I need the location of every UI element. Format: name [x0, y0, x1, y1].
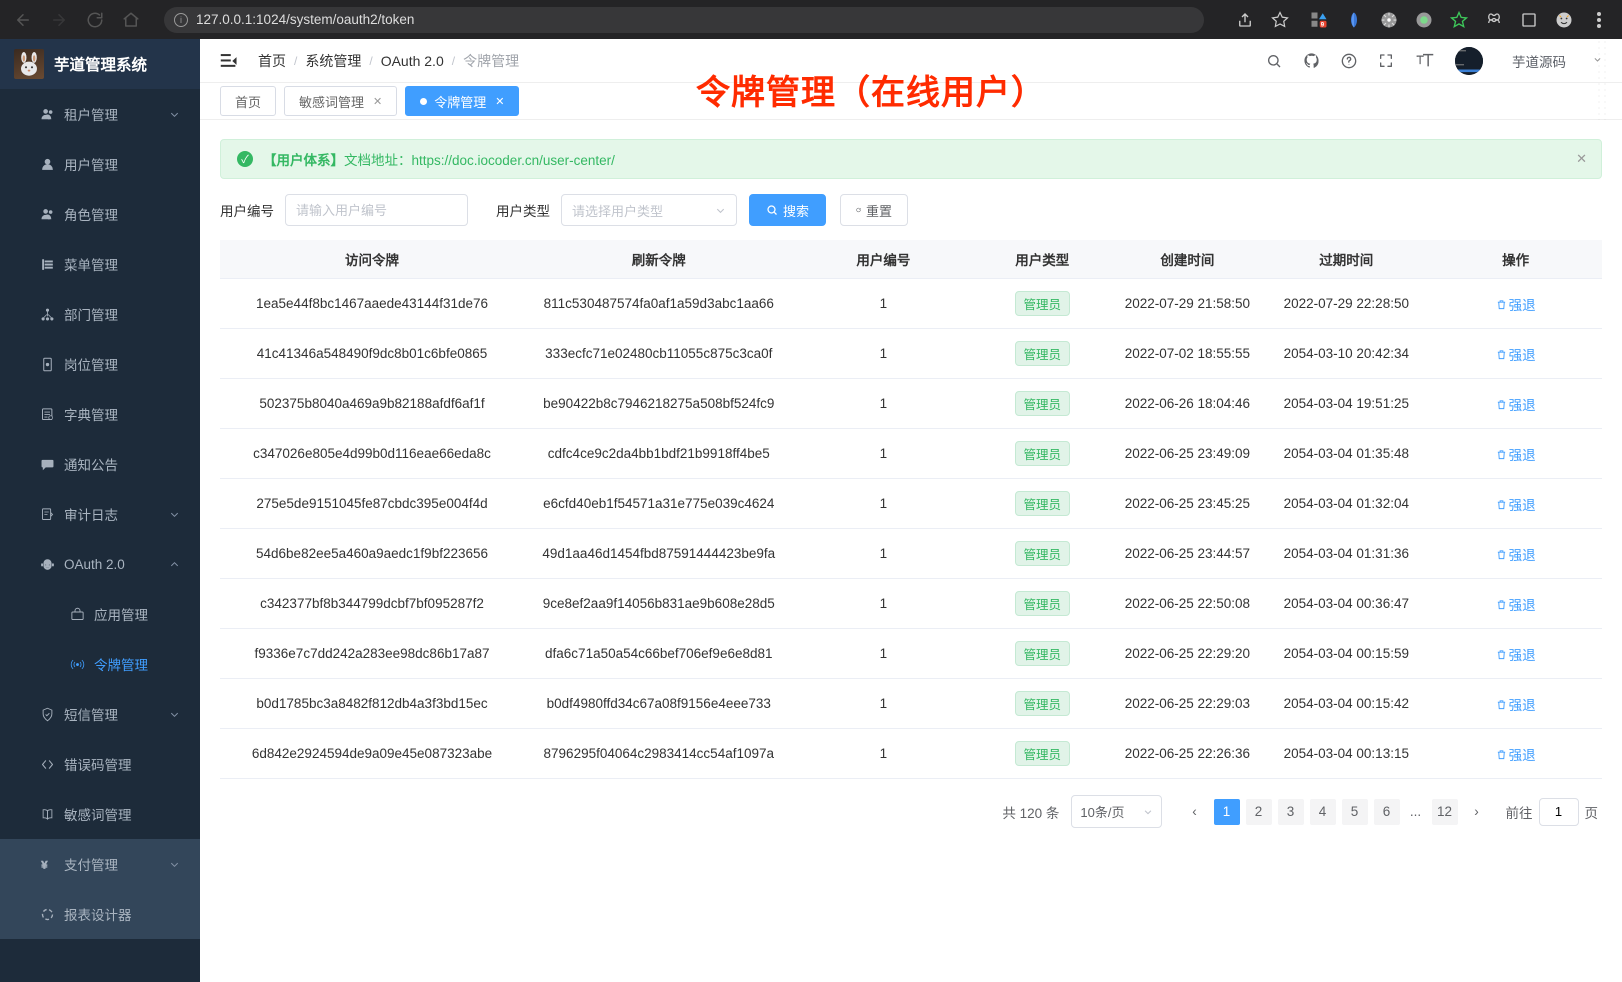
svg-text:¥: ¥	[41, 859, 48, 871]
